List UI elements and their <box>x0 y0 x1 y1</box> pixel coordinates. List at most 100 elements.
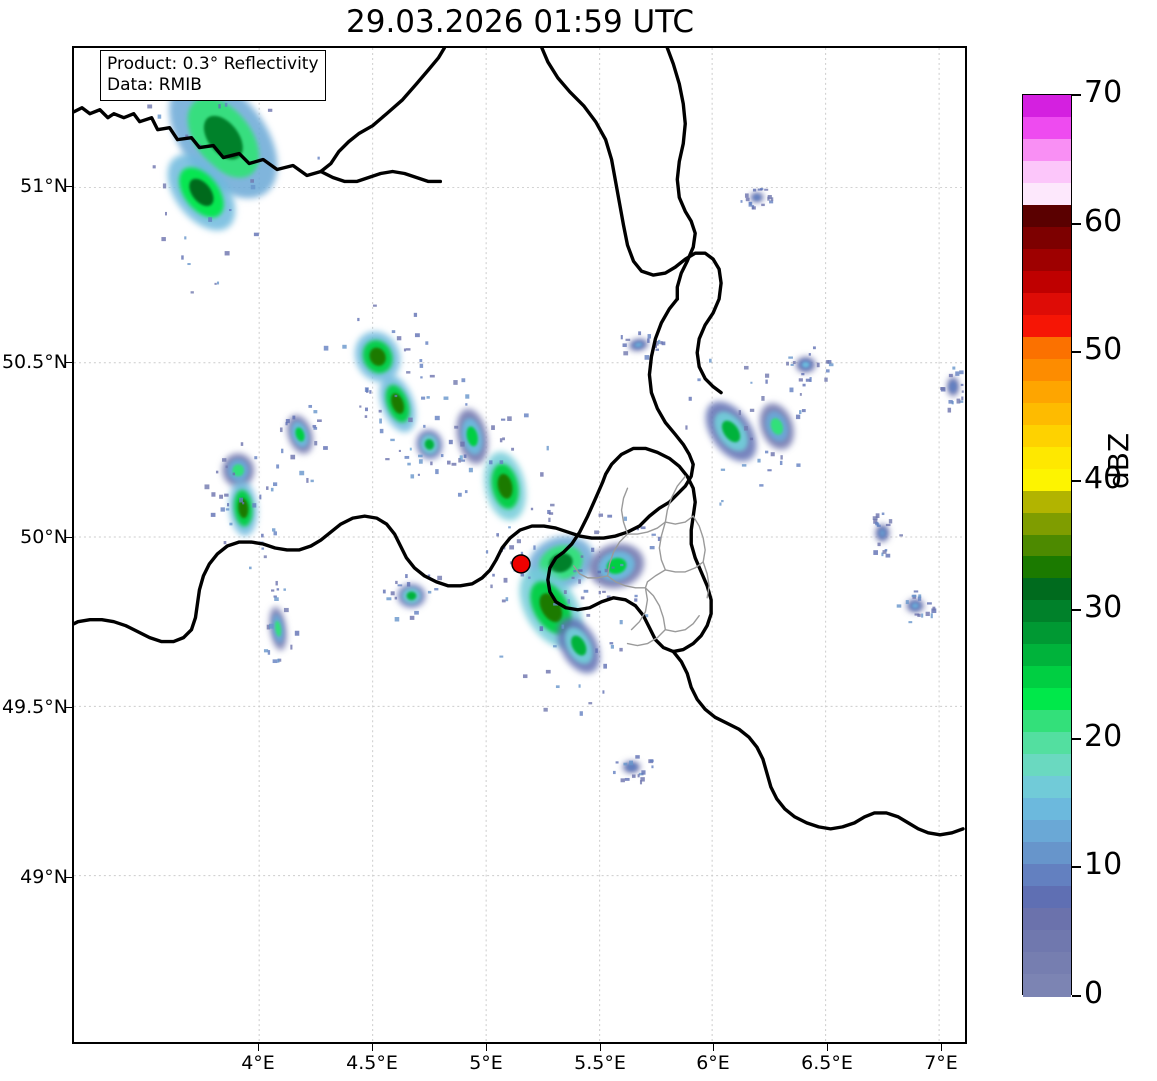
subregion-border-line <box>702 561 710 599</box>
radar-speckle-pixel <box>520 573 525 577</box>
colorbar-band <box>1023 468 1071 492</box>
radar-speckle-pixel <box>271 589 275 592</box>
radar-speckle-pixel <box>147 104 153 109</box>
radar-speckle-pixel <box>408 417 413 423</box>
subregion-border-line <box>664 515 694 525</box>
radar-speckle-pixel <box>224 493 229 497</box>
radar-speckle-pixel <box>796 463 801 467</box>
radar-speckle-pixel <box>655 340 659 346</box>
radar-speckle-pixel <box>421 396 426 400</box>
radar-speckle-pixel <box>263 649 269 653</box>
x-axis-tick-label: 6.5°E <box>801 1052 853 1074</box>
colorbar-tickmark <box>1072 608 1081 611</box>
radar-speckle-pixel <box>881 552 884 557</box>
radar-site-group[interactable] <box>511 554 531 574</box>
radar-echo-cell <box>424 439 435 450</box>
radar-speckle-pixel <box>229 209 232 212</box>
x-axis-tick-label: 6°E <box>696 1052 730 1074</box>
radar-speckle-pixel <box>925 611 930 617</box>
country-border-line <box>319 169 443 184</box>
colorbar-tickmark <box>1072 480 1081 483</box>
radar-speckle-pixel <box>913 590 919 593</box>
radar-speckle-pixel <box>709 358 712 363</box>
radar-speckle-pixel <box>918 594 922 598</box>
colorbar-band <box>1023 622 1071 646</box>
radar-speckle-pixel <box>882 550 887 554</box>
colorbar-band <box>1023 798 1071 821</box>
radar-speckle-pixel <box>597 570 602 574</box>
radar-speckle-pixel <box>825 360 829 364</box>
radar-speckle-pixel <box>799 410 802 415</box>
colorbar-band <box>1023 336 1071 360</box>
y-axis-tick-label: 51°N <box>20 175 68 197</box>
radar-speckle-pixel <box>312 424 317 428</box>
radar-speckle-pixel <box>379 428 384 434</box>
radar-speckle-pixel <box>751 206 756 210</box>
colorbar-band <box>1023 138 1071 162</box>
radar-speckle-pixel <box>499 460 504 465</box>
x-axis-tickmark <box>600 1044 601 1051</box>
page-title: 29.03.2026 01:59 UTC <box>346 4 694 40</box>
radar-speckle-pixel <box>214 282 217 285</box>
radar-speckle-pixel <box>947 407 952 413</box>
radar-speckle-pixel <box>511 447 515 451</box>
radar-speckle-pixel <box>655 348 659 351</box>
radar-speckle-pixel <box>461 459 466 462</box>
radar-speckle-pixel <box>430 461 433 466</box>
radar-speckle-pixel <box>767 469 772 472</box>
radar-speckle-pixel <box>634 598 638 602</box>
radar-speckle-pixel <box>379 418 382 424</box>
radar-speckle-pixel <box>267 650 271 655</box>
radar-map-plot-area[interactable] <box>72 46 967 1044</box>
radar-speckle-pixel <box>419 363 424 368</box>
radar-speckle-pixel <box>948 373 953 378</box>
colorbar-band <box>1023 556 1071 580</box>
radar-echo-cell <box>232 464 245 477</box>
radar-echo-cell <box>912 603 919 609</box>
radar-speckle-pixel <box>548 512 554 515</box>
radar-speckle-pixel <box>745 197 750 202</box>
radar-speckle-pixel <box>323 345 329 351</box>
radar-speckle-pixel <box>394 617 400 622</box>
radar-speckle-pixel <box>269 623 274 629</box>
radar-speckle-pixel <box>468 467 473 473</box>
subregion-border-line <box>626 521 667 535</box>
radar-speckle-layer <box>147 63 964 785</box>
colorbar-tick-label: 30 <box>1084 589 1123 625</box>
y-axis-tickmark <box>65 362 72 363</box>
radar-speckle-pixel <box>503 577 508 583</box>
radar-speckle-pixel <box>187 263 191 266</box>
radar-speckle-pixel <box>250 179 254 183</box>
radar-speckle-pixel <box>219 494 224 499</box>
radar-speckle-pixel <box>629 760 633 766</box>
radar-echo-cell <box>275 620 282 637</box>
radar-speckle-pixel <box>434 415 440 421</box>
subregion-border-line <box>644 587 667 631</box>
x-axis-tick-label: 5°E <box>469 1052 503 1074</box>
colorbar-band <box>1023 204 1071 228</box>
subregion-border-line <box>658 521 667 571</box>
y-axis-tickmark <box>65 186 72 187</box>
radar-echo-cell <box>369 347 386 366</box>
radar-speckle-pixel <box>931 608 937 614</box>
radar-speckle-pixel <box>283 588 286 591</box>
radar-echo-cell <box>950 383 956 391</box>
radar-speckle-pixel <box>611 566 615 569</box>
radar-speckle-pixel <box>799 393 802 396</box>
radar-site-marker[interactable] <box>511 554 531 574</box>
radar-speckle-pixel <box>881 512 885 516</box>
country-border-line <box>546 446 713 654</box>
radar-speckle-pixel <box>623 516 628 521</box>
radar-speckle-pixel <box>443 396 449 400</box>
radar-speckle-pixel <box>239 497 244 503</box>
radar-speckle-pixel <box>546 445 549 451</box>
radar-echo-cell <box>189 178 214 207</box>
subregion-border-line <box>606 575 647 589</box>
radar-speckle-pixel <box>290 454 296 460</box>
radar-echo-layer <box>167 76 960 774</box>
radar-speckle-pixel <box>647 338 650 343</box>
radar-speckle-pixel <box>414 333 420 338</box>
radar-speckle-pixel <box>809 377 812 382</box>
radar-speckle-pixel <box>232 472 236 476</box>
colorbar-band <box>1023 864 1071 887</box>
